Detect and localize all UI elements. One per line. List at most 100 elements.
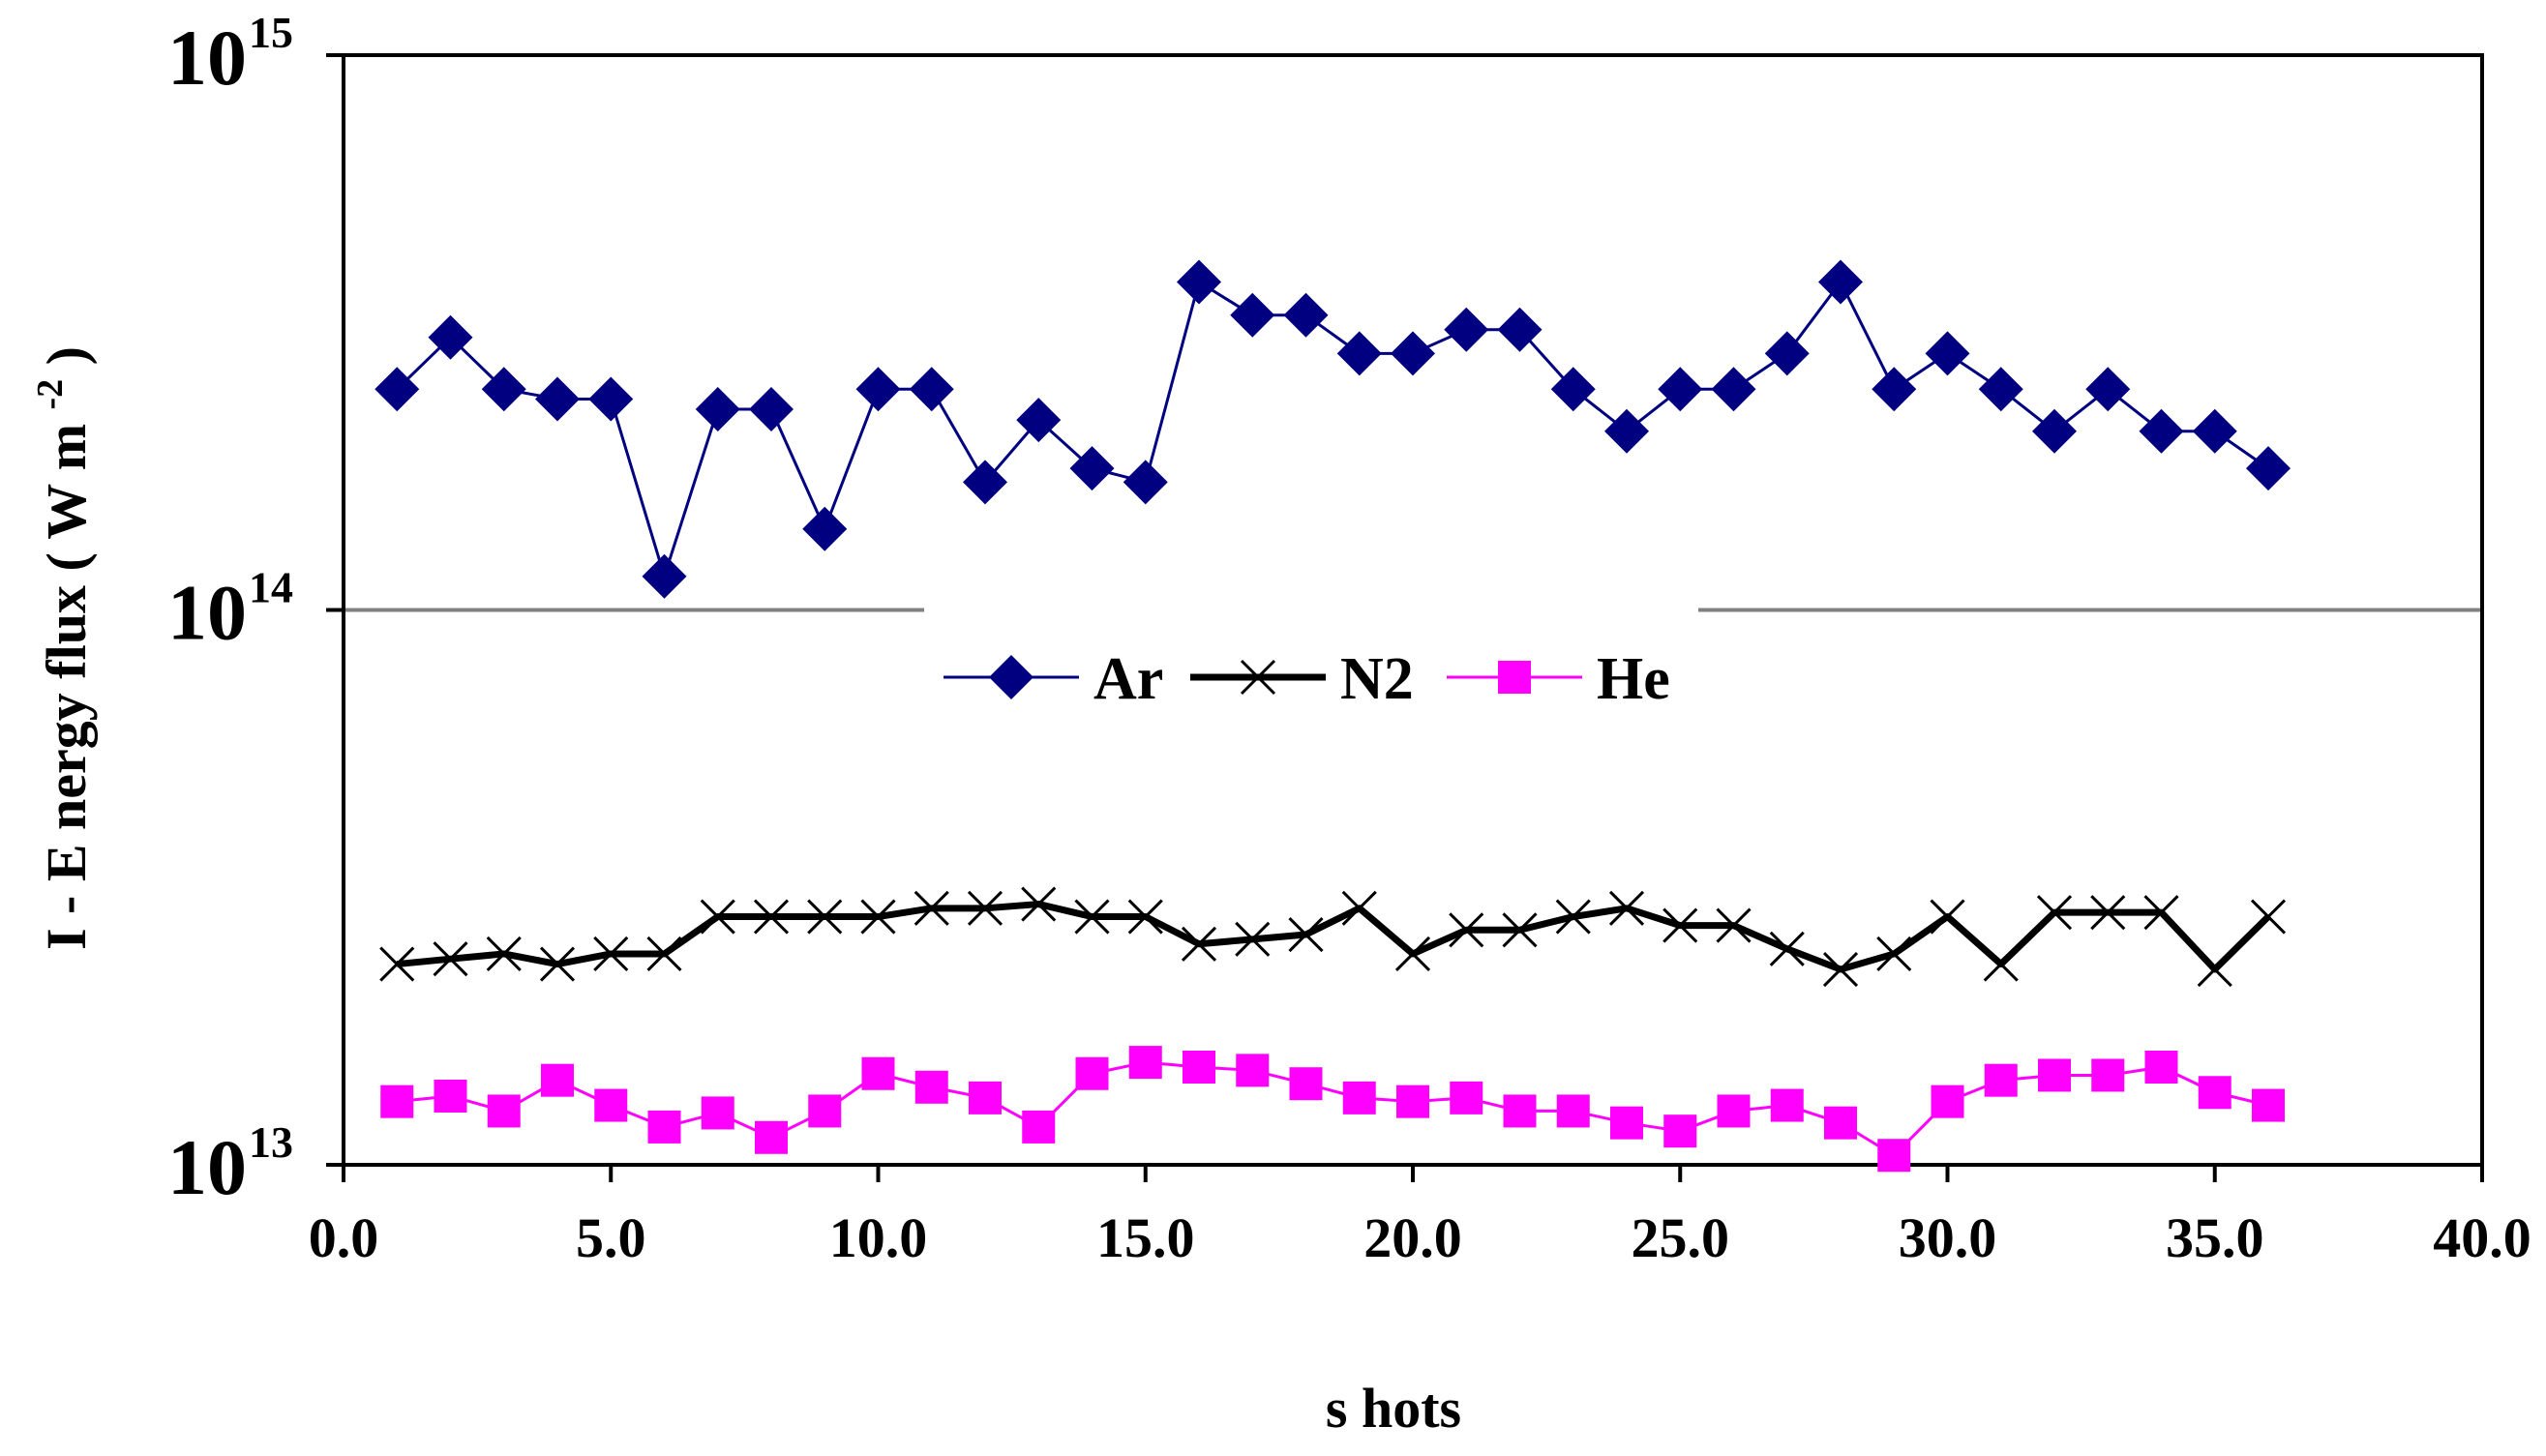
data-point-n2: [2143, 895, 2179, 931]
data-point-he: [434, 1079, 467, 1113]
data-point-ar: [855, 367, 901, 412]
data-point-he: [541, 1063, 574, 1097]
x-tick-label: 10.0: [829, 1206, 928, 1269]
data-point-he: [647, 1110, 681, 1144]
svg-text:I - E nergy flux (: I - E nergy flux ( W m -2 ): [12, 346, 98, 950]
data-point-he: [1183, 1051, 1215, 1085]
y-axis-title: I - E nergy flux ( W m -2 ): [12, 346, 98, 950]
data-point-ar: [1177, 259, 1221, 305]
y-tick-label-exp: 14: [249, 563, 293, 612]
data-point-ar: [1391, 331, 1435, 376]
data-point-he: [1396, 1085, 1429, 1118]
data-point-n2: [807, 899, 843, 935]
data-point-ar: [909, 367, 954, 412]
legend-marker-n2: [1240, 659, 1276, 696]
data-point-n2: [379, 946, 415, 982]
data-point-n2: [433, 941, 468, 977]
data-point-n2: [486, 936, 522, 972]
legend-item-n2: N2: [1190, 646, 1414, 712]
data-point-n2: [1769, 931, 1805, 966]
data-point-n2: [700, 899, 735, 935]
data-point-n2: [860, 899, 896, 935]
data-point-ar: [1604, 408, 1649, 454]
data-point-ar: [1444, 307, 1489, 352]
data-point-he: [755, 1120, 788, 1154]
data-point-he: [2038, 1058, 2071, 1092]
data-point-he: [380, 1085, 414, 1118]
y-tick-label-base: 10: [167, 1123, 247, 1211]
data-point-ar: [1497, 307, 1543, 352]
data-point-n2: [1555, 899, 1591, 935]
data-point-ar: [1123, 460, 1168, 505]
data-point-ar: [749, 387, 794, 432]
data-point-ar: [588, 376, 634, 422]
data-point-he: [1610, 1106, 1643, 1140]
legend-marker-he: [1498, 661, 1531, 694]
data-point-he: [1342, 1081, 1376, 1114]
data-point-n2: [1394, 936, 1431, 972]
data-point-n2: [1341, 890, 1377, 926]
x-tick-label: 35.0: [2166, 1206, 2264, 1269]
data-point-he: [1877, 1139, 1911, 1173]
data-point-ar: [1283, 292, 1329, 338]
data-point-he: [1663, 1114, 1697, 1148]
data-point-he: [969, 1081, 1002, 1114]
data-point-ar: [481, 367, 526, 412]
data-point-ar: [1925, 331, 1970, 376]
data-point-n2: [1983, 946, 2019, 982]
x-tick-label: 15.0: [1096, 1206, 1195, 1269]
data-point-ar: [1016, 398, 1062, 443]
data-point-he: [487, 1094, 521, 1128]
legend-item-ar: Ar: [944, 646, 1163, 712]
data-point-ar: [2085, 367, 2131, 412]
data-point-ar: [1764, 331, 1810, 376]
data-point-he: [1717, 1094, 1751, 1128]
data-point-he: [1075, 1056, 1109, 1090]
data-point-ar: [2246, 446, 2291, 491]
axis-layer: 0.0 5.0 10.0 15.0 20.0 25.0 30.0 35.0 40.010 1310…: [167, 8, 2531, 1269]
data-point-he: [1984, 1063, 2018, 1097]
data-point-he: [1450, 1081, 1483, 1114]
data-point-n2: [2197, 951, 2232, 988]
data-point-n2: [914, 890, 949, 926]
data-point-he: [1770, 1088, 1804, 1122]
legend-label-he: He: [1597, 646, 1670, 712]
data-point-ar: [695, 387, 740, 432]
legend: Ar N2 He: [944, 646, 1670, 712]
data-point-ar: [642, 553, 687, 599]
data-point-n2: [593, 936, 629, 972]
data-point-ar: [374, 367, 420, 412]
data-point-n2: [2036, 895, 2073, 931]
data-point-he: [1824, 1106, 1857, 1140]
data-point-n2: [1822, 951, 1859, 988]
data-point-ar: [1711, 367, 1756, 412]
data-point-he: [594, 1088, 628, 1122]
legend-label-n2: N2: [1340, 646, 1414, 712]
data-point-n2: [2090, 895, 2126, 931]
data-point-ar: [1230, 292, 1275, 338]
legend-marker-ar: [989, 655, 1033, 699]
data-point-he: [808, 1094, 842, 1128]
data-point-ar: [1336, 331, 1382, 376]
x-tick-label: 30.0: [1899, 1206, 1997, 1269]
data-point-he: [1236, 1054, 1270, 1087]
series-layer: [374, 259, 2291, 1173]
x-tick-label: 0.0: [309, 1206, 379, 1269]
data-point-he: [1556, 1094, 1590, 1128]
data-point-ar: [2192, 408, 2237, 454]
data-point-ar: [428, 314, 473, 360]
x-axis-title: s hots: [1326, 1377, 1461, 1440]
data-point-n2: [1608, 890, 1645, 926]
data-point-he: [914, 1070, 948, 1104]
data-point-n2: [1181, 926, 1217, 962]
y-tick-label-exp: 13: [249, 1117, 293, 1167]
data-point-ar: [1069, 446, 1115, 491]
data-point-he: [2252, 1088, 2285, 1122]
legend-item-he: He: [1447, 646, 1670, 712]
x-tick-label: 25.0: [1632, 1206, 1730, 1269]
data-point-n2: [1235, 921, 1271, 957]
data-point-he: [701, 1096, 734, 1130]
data-point-n2: [967, 890, 1003, 926]
y-tick-label-exp: 15: [249, 8, 293, 57]
